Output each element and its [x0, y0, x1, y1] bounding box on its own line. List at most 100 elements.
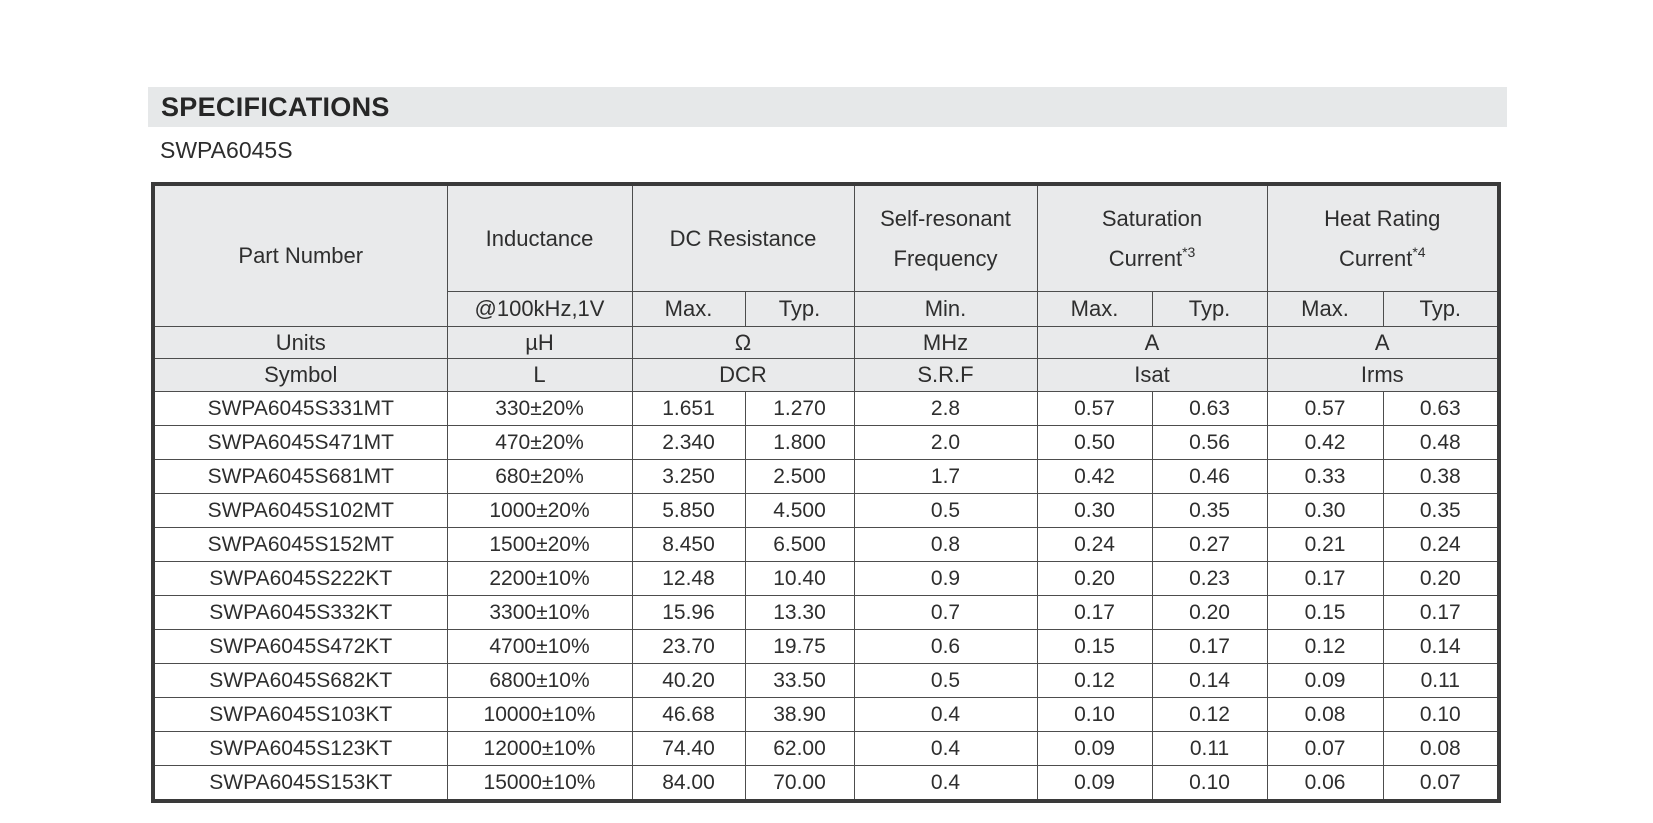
value-cell: 0.4 [853, 765, 1038, 802]
specifications-table: Part Number Inductance DC Resistance Sel… [151, 182, 1502, 803]
part-number-cell: SWPA6045S152MT [152, 527, 448, 562]
subheader-irms-max: Max. [1266, 291, 1384, 327]
value-cell: 0.09 [1266, 663, 1384, 698]
value-cell: 0.24 [1382, 527, 1500, 562]
table-row: SWPA6045S153KT 15000±10% 84.00 70.00 0.4 0.09… [152, 765, 1500, 802]
value-cell: 0.10 [1036, 697, 1153, 732]
value-cell: 2.340 [631, 425, 746, 460]
value-cell: 0.9 [853, 561, 1038, 596]
footnote-ref-4: *4 [1412, 243, 1426, 260]
col-header-inductance: Inductance [446, 183, 633, 292]
units-label: Units [152, 326, 448, 359]
value-cell: 0.57 [1036, 391, 1153, 426]
value-cell: 3.250 [631, 459, 746, 494]
sub-header-row: @100kHz,1V Max. Typ. Min. Max. Typ. Max.… [153, 291, 1500, 327]
value-cell: 4.500 [744, 493, 855, 528]
value-cell: 0.35 [1382, 493, 1500, 528]
table-row: SWPA6045S123KT 12000±10% 74.40 62.00 0.4 0.09… [152, 731, 1500, 766]
value-cell: 0.42 [1266, 425, 1384, 460]
value-cell: 10.40 [744, 561, 855, 596]
value-cell: 0.12 [1151, 697, 1268, 732]
value-cell: 0.10 [1151, 765, 1268, 802]
footnote-ref-3: *3 [1182, 243, 1196, 260]
value-cell: 70.00 [744, 765, 855, 802]
value-cell: 5.850 [631, 493, 746, 528]
value-cell: 1500±20% [446, 527, 633, 562]
value-cell: 0.15 [1266, 595, 1384, 630]
value-cell: 2.8 [853, 391, 1038, 426]
table-row: SWPA6045S103KT 10000±10% 46.68 38.90 0.4 0.10… [152, 697, 1500, 732]
value-cell: 0.07 [1382, 765, 1500, 802]
value-cell: 0.42 [1036, 459, 1153, 494]
value-cell: 0.20 [1151, 595, 1268, 630]
symbol-row: Symbol L DCR S.R.F Isat Irms [152, 358, 1500, 392]
value-cell: 0.30 [1036, 493, 1153, 528]
value-cell: 1000±20% [446, 493, 633, 528]
value-cell: 10000±10% [446, 697, 633, 732]
value-cell: 0.06 [1266, 765, 1384, 802]
table-row: SWPA6045S152MT 1500±20% 8.450 6.500 0.8 0.24 0… [152, 527, 1500, 562]
value-cell: 0.10 [1382, 697, 1500, 732]
value-cell: 4700±10% [446, 629, 633, 664]
value-cell: 1.7 [853, 459, 1038, 494]
value-cell: 0.21 [1266, 527, 1384, 562]
part-number-cell: SWPA6045S153KT [152, 765, 448, 802]
value-cell: 470±20% [446, 425, 633, 460]
value-cell: 0.11 [1151, 731, 1268, 766]
value-cell: 0.57 [1266, 391, 1384, 426]
value-cell: 19.75 [744, 629, 855, 664]
value-cell: 0.7 [853, 595, 1038, 630]
value-cell: 0.8 [853, 527, 1038, 562]
value-cell: 0.20 [1036, 561, 1153, 596]
value-cell: 0.24 [1036, 527, 1153, 562]
series-name: SWPA6045S [160, 137, 293, 163]
group-header-row: Part Number Inductance DC Resistance Sel… [152, 183, 1500, 327]
value-cell: 0.33 [1266, 459, 1384, 494]
table-row: SWPA6045S472KT 4700±10% 23.70 19.75 0.6 0.15 0… [152, 629, 1500, 664]
value-cell: 84.00 [631, 765, 746, 802]
subheader-srf-min: Min. [853, 291, 1038, 327]
value-cell: 40.20 [631, 663, 746, 698]
value-cell: 0.35 [1151, 493, 1268, 528]
value-cell: 8.450 [631, 527, 746, 562]
col-header-self-resonant-frequency: Self-resonant Frequency [853, 183, 1038, 292]
subheader-isat-max: Max. [1036, 291, 1153, 327]
value-cell: 0.30 [1266, 493, 1384, 528]
units-row: Units µH Ω MHz A A [152, 326, 1500, 359]
section-title-bar: SPECIFICATIONS [148, 87, 1507, 127]
value-cell: 15.96 [631, 595, 746, 630]
symbol-inductance: L [446, 358, 633, 392]
heat-header-line1: Heat Rating [1324, 205, 1441, 231]
value-cell: 0.12 [1266, 629, 1384, 664]
value-cell: 0.17 [1382, 595, 1500, 630]
value-cell: 680±20% [446, 459, 633, 494]
value-cell: 0.14 [1151, 663, 1268, 698]
symbol-dcr: DCR [631, 358, 855, 392]
value-cell: 2200±10% [446, 561, 633, 596]
subheader-dcr-max: Max. [631, 291, 746, 327]
value-cell: 46.68 [631, 697, 746, 732]
table-row: SWPA6045S102MT 1000±20% 5.850 4.500 0.5 0.30 0… [152, 493, 1500, 528]
value-cell: 0.12 [1036, 663, 1153, 698]
value-cell: 2.0 [853, 425, 1038, 460]
value-cell: 0.15 [1036, 629, 1153, 664]
spec-table-container: Part Number Inductance DC Resistance Sel… [151, 182, 1502, 803]
value-cell: 0.46 [1151, 459, 1268, 494]
units-dcr: Ω [631, 326, 855, 359]
part-number-cell: SWPA6045S681MT [152, 459, 448, 494]
part-number-cell: SWPA6045S102MT [152, 493, 448, 528]
value-cell: 0.5 [853, 663, 1038, 698]
value-cell: 0.08 [1266, 697, 1384, 732]
value-cell: 12000±10% [446, 731, 633, 766]
table-row: SWPA6045S332KT 3300±10% 15.96 13.30 0.7 0.17 0… [152, 595, 1500, 630]
table-row: SWPA6045S331MT 330±20% 1.651 1.270 2.8 0.57 0.… [152, 391, 1500, 426]
symbol-label: Symbol [152, 358, 448, 392]
spec-table-body: SWPA6045S331MT 330±20% 1.651 1.270 2.8 0.57 0.… [152, 391, 1500, 802]
value-cell: 62.00 [744, 731, 855, 766]
saturation-header-line1: Saturation [1101, 205, 1203, 231]
table-row: SWPA6045S222KT 2200±10% 12.48 10.40 0.9 0.20 0… [152, 561, 1500, 596]
symbol-srf: S.R.F [853, 358, 1038, 392]
part-number-cell: SWPA6045S331MT [152, 391, 448, 426]
value-cell: 0.14 [1382, 629, 1500, 664]
symbol-isat: Isat [1036, 358, 1268, 392]
